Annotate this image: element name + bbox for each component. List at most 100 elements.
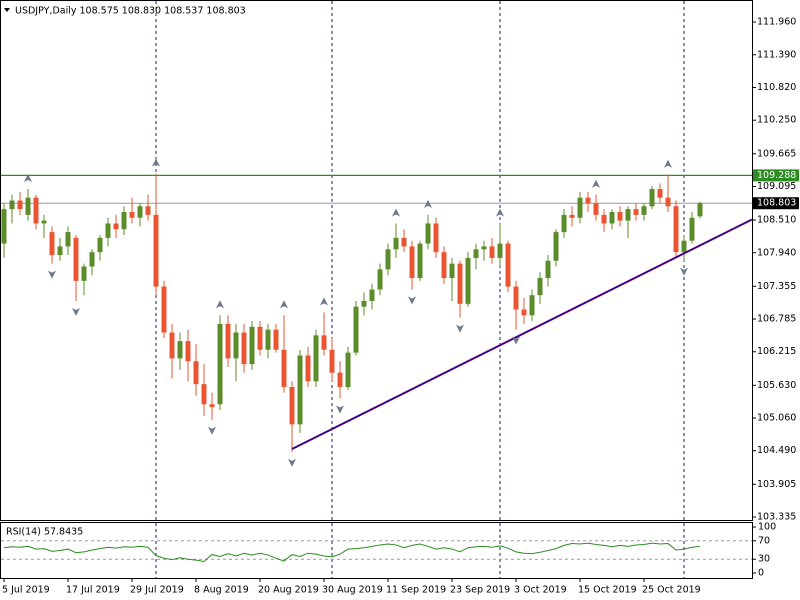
candle-body xyxy=(505,243,511,287)
indicator-title: RSI(14) 57.8435 xyxy=(6,527,83,538)
fractal-up xyxy=(216,300,224,309)
candle-body xyxy=(369,289,375,301)
candle-body xyxy=(281,349,287,388)
candle-body xyxy=(337,372,343,388)
fractal-down xyxy=(408,296,416,305)
candle-body xyxy=(233,332,239,359)
y-tick-label: 103.335 xyxy=(757,512,796,523)
x-tick-label: 23 Sep 2019 xyxy=(450,585,510,596)
y-tick-label: 109.095 xyxy=(757,181,796,192)
x-tick-label: 25 Oct 2019 xyxy=(642,585,701,596)
candle-body xyxy=(217,323,223,405)
candle-body xyxy=(449,263,455,279)
candle-body xyxy=(585,197,591,204)
rsi-tick-label: 70 xyxy=(758,535,770,546)
candle-body xyxy=(633,209,639,215)
candle-body xyxy=(169,332,175,359)
candle-body xyxy=(657,189,663,198)
level-label-box xyxy=(753,169,799,182)
candle-body xyxy=(81,266,87,281)
candle-body xyxy=(577,197,583,218)
candle-body xyxy=(73,237,79,281)
candle-body xyxy=(137,206,143,218)
candle-body xyxy=(361,300,367,307)
candle-body xyxy=(177,341,183,359)
fractal-down xyxy=(72,307,80,316)
candle-body xyxy=(49,232,55,256)
fractal-up xyxy=(320,297,328,306)
candle-body xyxy=(193,361,199,385)
candle-body xyxy=(401,237,407,247)
rsi-tick-label: 0 xyxy=(758,568,764,579)
candle-body xyxy=(105,223,111,238)
candle-body xyxy=(129,212,135,218)
candle-body xyxy=(537,278,543,296)
candle-body xyxy=(353,306,359,353)
candle-body xyxy=(433,223,439,253)
fractal-down xyxy=(512,336,520,345)
candle-body xyxy=(377,269,383,290)
candle-body xyxy=(561,214,567,233)
trendline xyxy=(291,218,753,450)
fractal-down xyxy=(48,270,56,279)
fractal-down xyxy=(456,324,464,333)
x-tick-label: 8 Aug 2019 xyxy=(194,585,249,596)
candle-body xyxy=(65,232,71,247)
candle-body xyxy=(41,220,47,224)
chart-title: USDJPY,Daily 108.575 108.830 108.537 108… xyxy=(15,6,246,17)
candle-body xyxy=(25,197,31,215)
candle-body xyxy=(201,384,207,405)
candle-body xyxy=(289,387,295,425)
candle-body xyxy=(225,323,231,359)
y-tick-label: 103.905 xyxy=(757,479,796,490)
candle-body xyxy=(609,212,615,224)
candle-body xyxy=(33,197,39,224)
candle-body xyxy=(425,223,431,244)
y-tick-label: 107.940 xyxy=(757,247,796,258)
candle-body xyxy=(681,240,687,253)
x-tick-label: 5 Jul 2019 xyxy=(2,585,50,596)
candle-body xyxy=(617,212,623,221)
fractal-down xyxy=(288,458,296,467)
x-tick-label: 15 Oct 2019 xyxy=(578,585,637,596)
candle-body xyxy=(97,237,103,253)
candle-body xyxy=(121,212,127,230)
x-tick-label: 20 Aug 2019 xyxy=(258,585,319,596)
fractal-up xyxy=(424,199,432,208)
candle-body xyxy=(265,329,271,350)
y-tick-label: 105.060 xyxy=(757,413,796,424)
candle-body xyxy=(17,200,23,210)
candle-body xyxy=(641,206,647,215)
current-price-box xyxy=(753,197,799,210)
candle-body xyxy=(697,203,703,217)
fractal-down xyxy=(336,405,344,414)
candle-body xyxy=(601,214,607,224)
menu-arrow[interactable] xyxy=(4,8,10,12)
candle-body xyxy=(409,246,415,279)
candle-body xyxy=(113,223,119,230)
candle-body xyxy=(553,232,559,261)
fractal-up xyxy=(280,300,288,309)
indicator-pane xyxy=(0,522,753,579)
y-tick-label: 111.390 xyxy=(757,49,796,60)
candle-body xyxy=(393,237,399,250)
rsi-line xyxy=(3,542,701,563)
candle-body xyxy=(473,249,479,258)
candle-body xyxy=(521,309,527,316)
rsi-tick-label: 30 xyxy=(758,554,770,565)
y-tick-label: 106.785 xyxy=(757,314,796,325)
x-tick-label: 30 Aug 2019 xyxy=(322,585,383,596)
main-pane xyxy=(0,0,753,521)
candle-body xyxy=(89,252,95,267)
x-tick-label: 29 Jul 2019 xyxy=(130,585,184,596)
candle-body xyxy=(297,355,303,425)
fractal-down xyxy=(680,267,688,276)
candle-body xyxy=(665,197,671,207)
fractal-up xyxy=(392,208,400,217)
candle-body xyxy=(441,252,447,279)
candle-body xyxy=(313,335,319,382)
fractal-up xyxy=(152,158,160,167)
candle-body xyxy=(489,246,495,258)
fractal-up xyxy=(24,174,32,183)
